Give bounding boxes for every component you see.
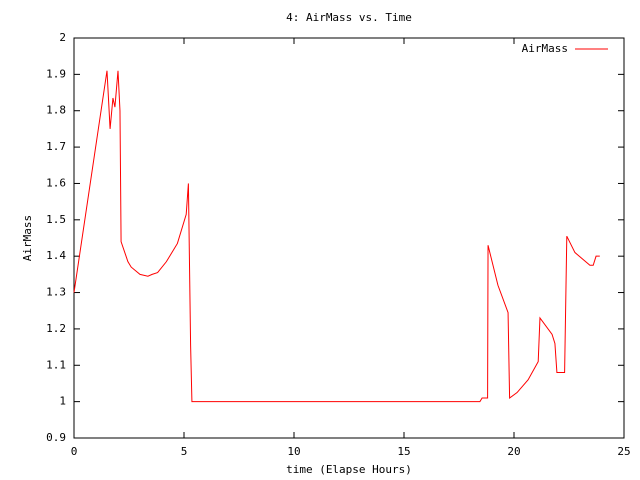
legend-label: AirMass xyxy=(522,42,568,55)
x-tick-label: 20 xyxy=(507,445,520,458)
y-tick-label: 1.6 xyxy=(46,176,66,189)
y-tick-label: 1 xyxy=(59,395,66,408)
chart-title: 4: AirMass vs. Time xyxy=(286,11,412,24)
x-tick-label: 10 xyxy=(287,445,300,458)
x-tick-label: 15 xyxy=(397,445,410,458)
y-tick-label: 2 xyxy=(59,31,66,44)
data-line xyxy=(73,70,600,403)
y-tick-label: 1.9 xyxy=(46,67,66,80)
x-tick-label: 5 xyxy=(181,445,188,458)
y-tick-label: 1.7 xyxy=(46,140,66,153)
y-tick-label: 1.1 xyxy=(46,358,66,371)
y-tick-label: 1.5 xyxy=(46,213,66,226)
y-tick-label: 1.4 xyxy=(46,249,66,262)
y-axis-label: AirMass xyxy=(21,215,34,261)
x-tick-label: 25 xyxy=(617,445,630,458)
y-tick-label: 0.9 xyxy=(46,431,66,444)
plot-frame xyxy=(73,37,625,439)
y-tick-label: 1.8 xyxy=(46,104,66,117)
y-tick-label: 1.3 xyxy=(46,286,66,299)
x-axis-label: time (Elapse Hours) xyxy=(286,463,412,476)
y-tick-label: 1.2 xyxy=(46,322,66,335)
x-tick-label: 0 xyxy=(71,445,78,458)
